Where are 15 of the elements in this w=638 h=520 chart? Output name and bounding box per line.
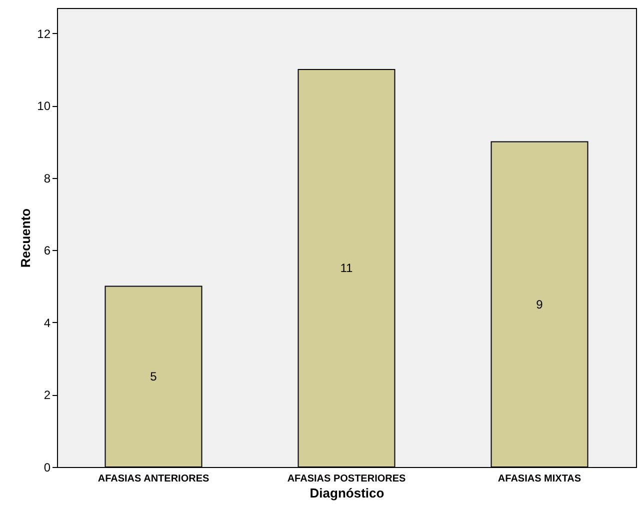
data-label: 9 bbox=[536, 297, 544, 312]
y-tick-label: 12 bbox=[37, 26, 51, 41]
y-tick-label: 4 bbox=[44, 316, 51, 330]
y-tick-label: 10 bbox=[37, 99, 51, 114]
data-label: 5 bbox=[150, 370, 158, 384]
y-tick-label: 2 bbox=[44, 388, 51, 402]
y-tick-label: 8 bbox=[44, 171, 51, 186]
x-axis-title: Diagnóstico bbox=[310, 486, 384, 500]
y-tick-label: 0 bbox=[44, 460, 51, 474]
x-tick-label: AFASIAS POSTERIORES bbox=[287, 474, 406, 484]
x-tick-label: AFASIAS MIXTAS bbox=[498, 474, 582, 484]
x-tick-label: AFASIAS ANTERIORES bbox=[98, 474, 210, 484]
data-label: 11 bbox=[340, 261, 354, 276]
y-tick-label: 6 bbox=[44, 244, 51, 258]
y-axis-title: Recuento bbox=[18, 208, 34, 268]
